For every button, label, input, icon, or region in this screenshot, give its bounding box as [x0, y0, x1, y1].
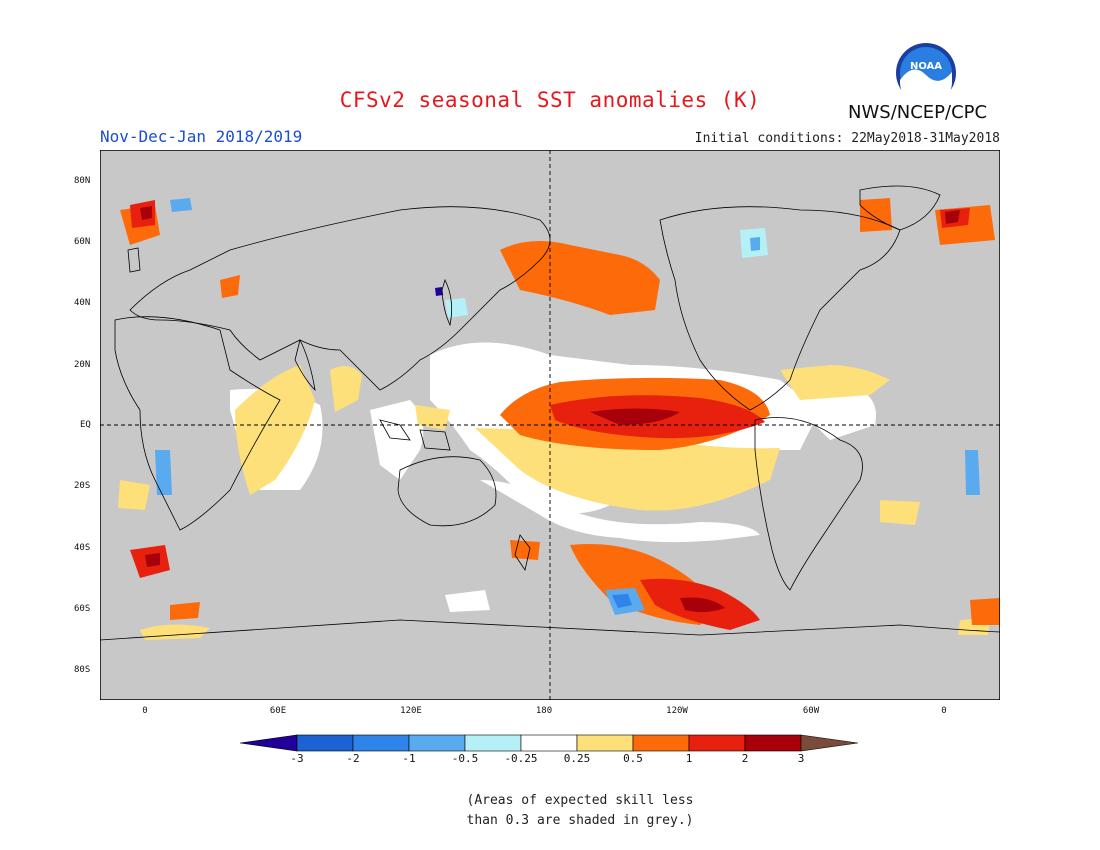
colorbar-left-arrow [240, 734, 298, 752]
colorbar-cell [464, 734, 522, 752]
colorbar-label: -2 [346, 752, 360, 765]
lat-label-40n: 40N [74, 298, 91, 308]
skill-note: (Areas of expected skill less than 0.3 a… [420, 791, 740, 831]
colorbar-cell [520, 734, 578, 752]
very-strong-warm-patches [140, 206, 960, 613]
coastlines [100, 185, 1000, 641]
colorbar-label: -3 [290, 752, 304, 765]
lat-label-80s: 80S [74, 665, 91, 675]
cool-patches [155, 198, 980, 615]
agency-label: NWS/NCEP/CPC [848, 102, 988, 123]
sst-anomaly-map [100, 150, 1000, 700]
lon-label-180: 180 [535, 706, 553, 716]
colorbar-cell [688, 734, 746, 752]
lon-label-120w: 120W [666, 706, 688, 716]
colorbar-label: -0.5 [451, 752, 479, 765]
map-title: CFSv2 seasonal SST anomalies (K) [339, 88, 761, 112]
lat-label-20s: 20S [74, 481, 91, 491]
lat-label-eq: EQ [80, 420, 91, 430]
colorbar-cell [408, 734, 466, 752]
colorbar-cell [576, 734, 634, 752]
initial-conditions: Initial conditions: 22May2018-31May2018 [694, 131, 1000, 146]
lon-label-60e: 60E [269, 706, 287, 716]
skill-note-line-1: (Areas of expected skill less [466, 793, 694, 808]
colorbar-cell [744, 734, 802, 752]
lon-label-120e: 120E [400, 706, 422, 716]
noaa-logo: NOAA [896, 43, 956, 104]
lon-label-60w: 60W [802, 706, 820, 716]
colorbar-label: 0.5 [623, 752, 643, 765]
colorbar-label: 1 [685, 752, 693, 765]
colorbar-label: 3 [797, 752, 805, 765]
colorbar-right-arrow [800, 734, 859, 752]
lat-label-20n: 20N [74, 360, 91, 370]
colorbar-label: 2 [741, 752, 749, 765]
colorbar-label: 0.25 [563, 752, 591, 765]
lon-label-0-east: 0 [941, 706, 947, 716]
colorbar [240, 734, 859, 752]
svg-text:NOAA: NOAA [910, 61, 942, 72]
colorbar-label: -1 [402, 752, 416, 765]
colorbar-cell [352, 734, 410, 752]
lat-label-60n: 60N [74, 237, 91, 247]
lon-label-0: 0 [142, 706, 148, 716]
forecast-period: Nov-Dec-Jan 2018/2019 [100, 127, 303, 146]
lat-label-40s: 40S [74, 543, 91, 553]
colorbar-cell [296, 734, 354, 752]
lat-label-80n: 80N [74, 176, 91, 186]
weak-warm-patches [118, 365, 990, 640]
colorbar-cell [632, 734, 690, 752]
skill-note-line-2: than 0.3 are shaded in grey.) [466, 813, 694, 828]
colorbar-label: -0.25 [504, 752, 538, 765]
lat-label-60s: 60S [74, 604, 91, 614]
